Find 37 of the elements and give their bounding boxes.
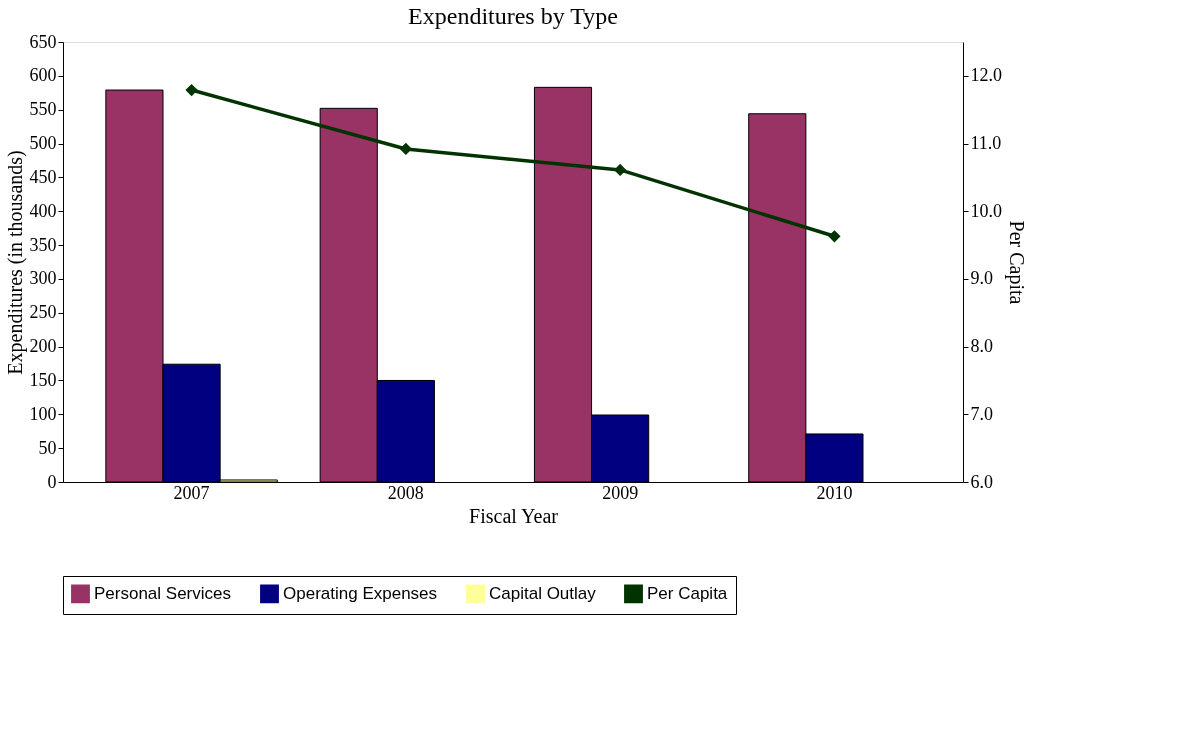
- y2-tick-label: 10.0: [970, 200, 1002, 221]
- legend-label: Operating Expenses: [283, 583, 438, 603]
- y-tick-label: 150: [29, 369, 57, 390]
- legend-label: Personal Services: [94, 583, 232, 603]
- legend-label: Per Capita: [647, 583, 728, 603]
- y-tick-label: 200: [29, 336, 57, 357]
- y-tick-label: 550: [29, 99, 57, 120]
- y2-tick-label: 9.0: [970, 268, 993, 289]
- y2-tick-label: 7.0: [970, 403, 993, 424]
- y-axis-title: Expenditures (in thousands): [3, 150, 27, 375]
- x-tick-label: 2009: [602, 482, 639, 503]
- y-tick-label: 500: [29, 133, 57, 154]
- y2-tick-label: 6.0: [970, 471, 993, 492]
- y-tick-label: 650: [29, 31, 57, 52]
- y-tick-label: 0: [47, 471, 57, 492]
- y-tick-label: 50: [38, 437, 57, 458]
- y-tick-label: 400: [29, 200, 57, 221]
- x-tick-label: 2007: [173, 482, 210, 503]
- point: [614, 163, 627, 177]
- y-tick-label: 450: [29, 166, 57, 187]
- x-tick-label: 2010: [816, 482, 853, 503]
- point: [828, 230, 841, 243]
- y2-tick-label: 11.0: [970, 133, 1002, 154]
- y-tick-label: 100: [29, 403, 57, 424]
- point: [399, 142, 412, 156]
- y2-tick-label: 12.0: [970, 65, 1002, 86]
- chart-title: Expenditures by Type: [408, 3, 618, 29]
- y-tick-label: 350: [29, 234, 57, 255]
- point: [185, 83, 198, 97]
- y-tick-label: 600: [29, 65, 57, 86]
- y-tick-label: 250: [29, 302, 57, 323]
- x-tick-label: 2008: [387, 482, 424, 503]
- y-tick-label: 300: [29, 268, 57, 289]
- y2-axis-title: Per Capita: [1005, 220, 1028, 305]
- y2-tick-label: 8.0: [970, 336, 993, 357]
- x-axis-title: Fiscal Year: [469, 504, 559, 527]
- legend-label: Capital Outlay: [489, 583, 597, 603]
